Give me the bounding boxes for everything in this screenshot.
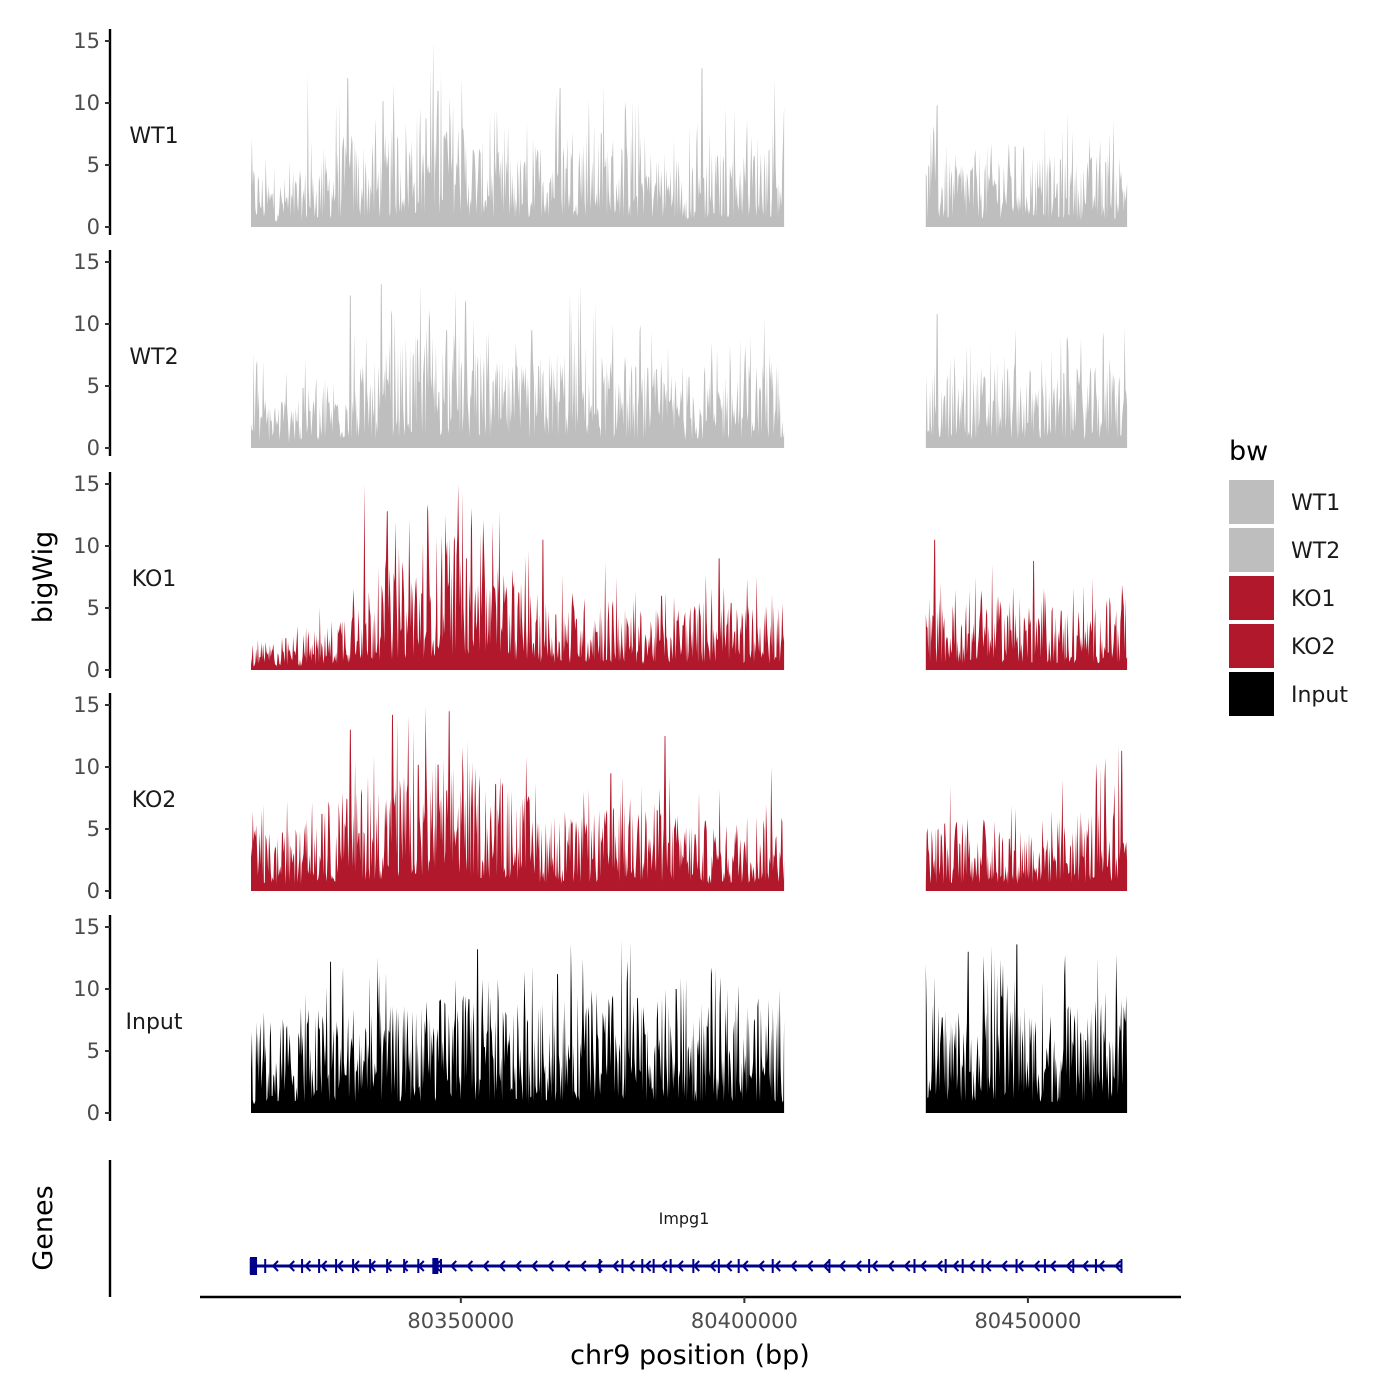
legend-swatch-ko2: [1229, 624, 1274, 668]
y-tick-label: 5: [87, 374, 100, 398]
legend-swatch-wt1: [1229, 480, 1274, 524]
legend-label-wt1: WT1: [1291, 491, 1340, 516]
y-tick-label: 10: [73, 977, 100, 1001]
track-label: Input: [126, 1010, 183, 1035]
y-tick-label: 5: [87, 817, 100, 841]
y-axis-title: bigWig: [28, 531, 59, 624]
x-tick-label: 80400000: [691, 1309, 798, 1333]
y-tick-label: 10: [73, 312, 100, 336]
track-label: KO1: [132, 567, 177, 592]
exon: [945, 1259, 947, 1273]
exon: [301, 1259, 303, 1273]
exon: [440, 1259, 442, 1273]
legend-label-wt2: WT2: [1291, 539, 1340, 564]
exon: [670, 1259, 672, 1273]
genes-axis-title: Genes: [28, 1185, 59, 1270]
x-axis-title: chr9 position (bp): [570, 1340, 810, 1371]
exon: [962, 1259, 964, 1273]
exon: [738, 1259, 740, 1273]
y-tick-label: 10: [73, 534, 100, 558]
exon: [913, 1259, 915, 1273]
exon: [1095, 1259, 1097, 1273]
y-tick-label: 0: [87, 879, 100, 903]
exon: [599, 1259, 601, 1273]
x-tick-label: 80450000: [974, 1309, 1081, 1333]
exon: [1016, 1259, 1018, 1273]
exon: [1072, 1259, 1074, 1273]
exon: [692, 1259, 694, 1273]
legend-title: bw: [1229, 436, 1268, 467]
gene-label: Impg1: [659, 1209, 710, 1228]
y-tick-label: 10: [73, 91, 100, 115]
track-label: KO2: [132, 788, 177, 813]
exon: [318, 1259, 320, 1273]
exon: [868, 1259, 870, 1273]
legend-swatch-input: [1229, 672, 1274, 716]
x-tick-label: 80350000: [407, 1309, 514, 1333]
legend-label-ko2: KO2: [1291, 635, 1336, 660]
legend-swatch-ko1: [1229, 576, 1274, 620]
exon: [641, 1259, 643, 1273]
exon: [417, 1259, 419, 1273]
track-label: WT1: [129, 124, 178, 149]
y-tick-label: 5: [87, 1039, 100, 1063]
exon: [335, 1259, 337, 1273]
y-tick-label: 15: [73, 472, 100, 496]
legend-label-ko1: KO1: [1291, 587, 1336, 612]
exon: [653, 1259, 655, 1273]
track-label: WT2: [129, 345, 178, 370]
exon: [828, 1259, 830, 1273]
exon: [982, 1259, 984, 1273]
exon: [386, 1259, 388, 1273]
legend-label-input: Input: [1291, 683, 1348, 708]
exon: [352, 1259, 354, 1273]
exon: [432, 1258, 438, 1274]
y-tick-label: 15: [73, 29, 100, 53]
exon: [264, 1259, 266, 1273]
y-tick-label: 15: [73, 250, 100, 274]
y-tick-label: 10: [73, 755, 100, 779]
genome-track-figure: 0 5 10 15 WT1 0 5 10 15 WT2 0 5 10 15 KO1 0 5 10 15 KO2 0 5 10…: [0, 0, 1400, 1400]
y-tick-label: 0: [87, 1101, 100, 1125]
y-tick-label: 5: [87, 153, 100, 177]
exon: [718, 1259, 720, 1273]
y-tick-label: 15: [73, 693, 100, 717]
exon: [403, 1259, 405, 1273]
y-tick-label: 15: [73, 915, 100, 939]
y-tick-label: 5: [87, 596, 100, 620]
y-tick-label: 0: [87, 436, 100, 460]
exon: [1044, 1259, 1046, 1273]
y-tick-label: 0: [87, 658, 100, 682]
exon: [772, 1259, 774, 1273]
legend-swatch-wt2: [1229, 528, 1274, 572]
exon: [621, 1259, 623, 1273]
exon: [369, 1259, 371, 1273]
exon: [1120, 1259, 1122, 1273]
y-tick-label: 0: [87, 215, 100, 239]
exon-terminal: [250, 1257, 257, 1275]
